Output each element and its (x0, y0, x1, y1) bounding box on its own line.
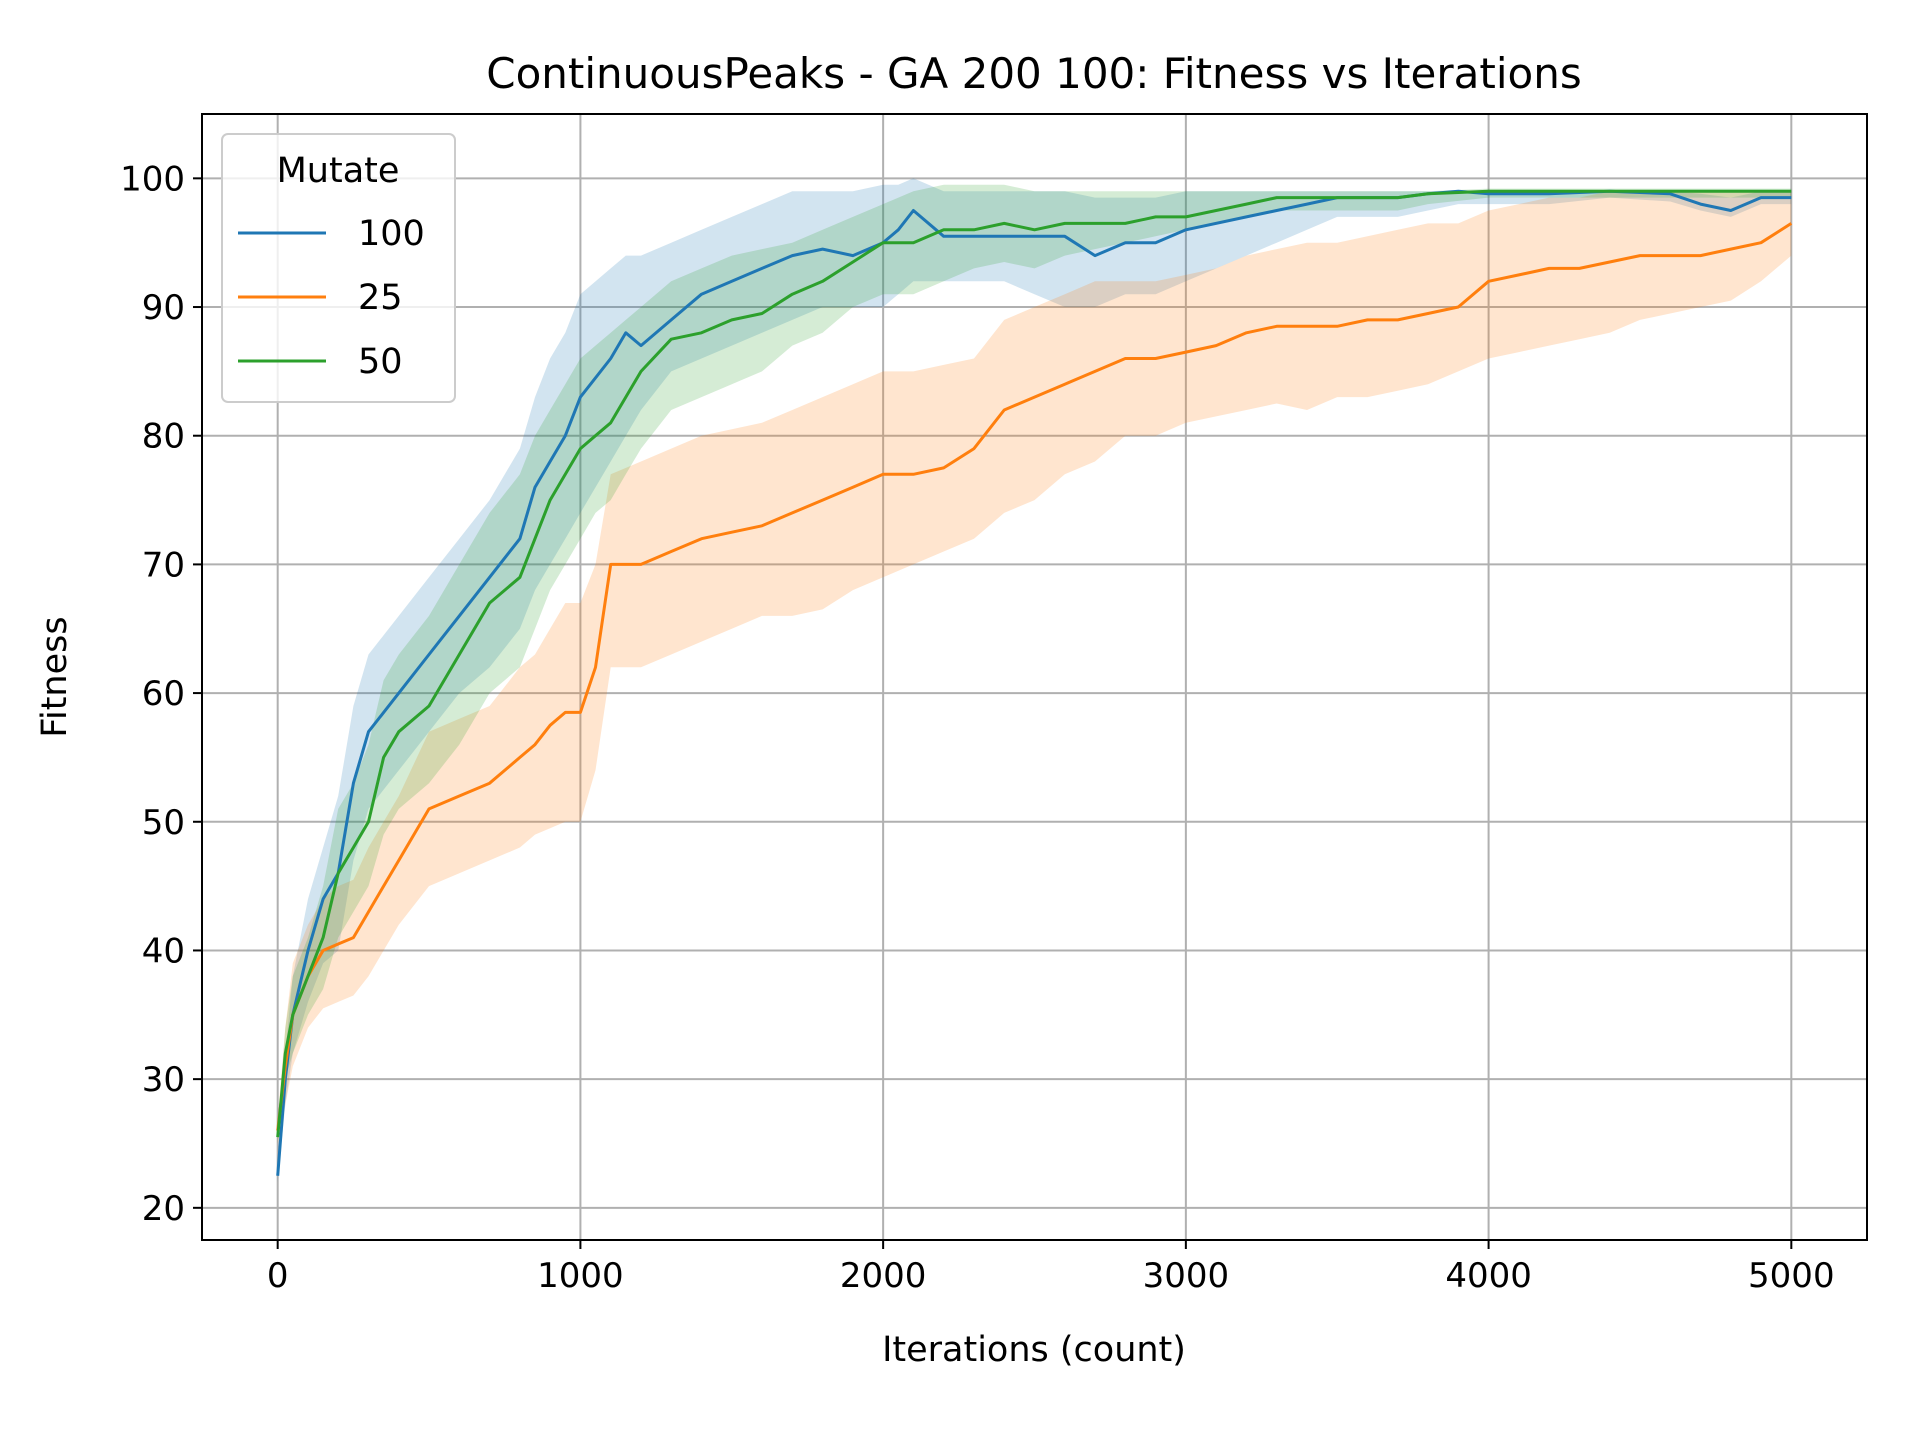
plot-frame (201, 113, 1868, 1241)
x-tick-label: 4000 (1445, 1256, 1532, 1296)
y-tick-label: 60 (142, 674, 185, 714)
x-tick-label: 0 (267, 1256, 289, 1296)
confidence-bands (277, 178, 1792, 1183)
y-tick-label: 40 (142, 931, 185, 971)
y-tick-label: 30 (142, 1060, 185, 1100)
series-25-band (277, 191, 1792, 1144)
series-25-line (276, 222, 1793, 1131)
series-50-line (276, 189, 1792, 1138)
legend-box (221, 133, 456, 403)
x-axis-label: Iterations (count) (882, 1330, 1186, 1370)
y-tick-label: 20 (142, 1189, 185, 1229)
series-50-band (277, 184, 1792, 1144)
y-tick-label: 100 (120, 159, 185, 199)
y-tick-label: 80 (142, 417, 185, 457)
legend: Mutate 100 25 50 (221, 133, 456, 403)
grid (202, 114, 1867, 1240)
legend-label-25: 25 (358, 278, 403, 318)
x-tick-label: 2000 (840, 1256, 927, 1296)
y-axis-ticks: 20 30 40 50 60 70 80 90 100 (120, 159, 202, 1229)
y-tick-label: 90 (142, 288, 185, 328)
x-tick-label: 1000 (537, 1256, 624, 1296)
legend-label-100: 100 (358, 214, 425, 254)
chart-title: ContinuousPeaks - GA 200 100: Fitness vs… (486, 49, 1581, 98)
y-axis-label: Fitness (35, 616, 75, 737)
legend-label-50: 50 (358, 342, 403, 382)
y-tick-label: 70 (142, 545, 185, 585)
y-tick-label: 50 (142, 803, 185, 843)
x-tick-label: 5000 (1748, 1256, 1835, 1296)
x-axis-ticks: 0 1000 2000 3000 4000 5000 (267, 1240, 1835, 1296)
legend-title: Mutate (277, 151, 400, 191)
x-tick-label: 3000 (1143, 1256, 1230, 1296)
series-lines (276, 189, 1793, 1176)
